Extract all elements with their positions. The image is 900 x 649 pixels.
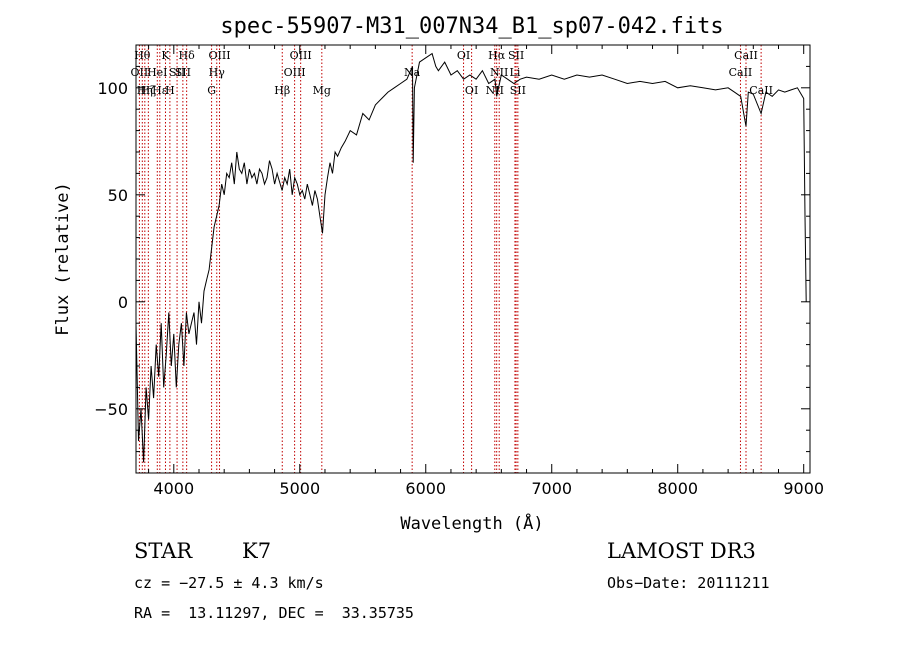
- line-label-5: Hε: [152, 84, 168, 97]
- line-label-17: Mg: [313, 84, 331, 97]
- y-tick-label-3: 100: [97, 79, 128, 98]
- spectrum-series-line: [135, 52, 807, 463]
- line-label-1: Hθ: [134, 49, 151, 62]
- survey-name: LAMOST DR3: [607, 539, 756, 563]
- line-label-16: OIII: [290, 49, 312, 62]
- object-class: STAR: [134, 539, 193, 563]
- y-tick-label-0: −50: [94, 400, 128, 419]
- line-label-4: HeI: [147, 66, 167, 79]
- y-axis-ticks: −50 0 50 100: [94, 65, 810, 453]
- ra-dec-coordinates: RA = 13.11297, DEC = 33.35735: [134, 604, 414, 622]
- line-label-13: OIII: [208, 49, 230, 62]
- line-label-25: SII: [508, 49, 524, 62]
- x-tick-label-1: 5000: [279, 479, 320, 498]
- object-subclass: K7: [242, 539, 272, 563]
- y-tick-label-1: 0: [118, 293, 128, 312]
- line-label-10: Hδ: [179, 49, 196, 62]
- x-tick-label-0: 4000: [153, 479, 194, 498]
- line-label-22: Hα: [488, 49, 506, 62]
- x-tick-label-5: 9000: [783, 479, 824, 498]
- spectral-line-labels: OIIHθHηHζHeIHεKHSIISIIHδGHγOIIIHβOIIIOII…: [131, 49, 773, 97]
- line-label-20: OI: [465, 84, 478, 97]
- y-axis-label: Flux (relative): [53, 182, 73, 336]
- line-label-26: SII: [510, 84, 526, 97]
- line-label-0: OII: [131, 66, 149, 79]
- line-label-6: K: [161, 49, 170, 62]
- x-axis-label: Wavelength (Å): [400, 512, 543, 534]
- line-label-28: CaII: [734, 49, 758, 62]
- y-tick-label-2: 50: [108, 186, 128, 205]
- line-label-7: H: [165, 84, 175, 97]
- line-label-24: Li: [510, 66, 521, 79]
- x-tick-label-2: 6000: [405, 479, 446, 498]
- line-label-9: SII: [175, 66, 191, 79]
- x-axis-ticks: 4000 5000 6000 7000 8000 9000: [148, 45, 824, 498]
- x-tick-label-3: 7000: [531, 479, 572, 498]
- line-label-8: SII: [169, 66, 185, 79]
- line-label-14: Hβ: [274, 84, 290, 97]
- line-label-3: Hζ: [141, 84, 157, 97]
- line-label-11: G: [207, 84, 216, 97]
- line-label-21: NII: [486, 84, 504, 97]
- line-label-27: CaII: [729, 66, 753, 79]
- redshift-cz: cz = −27.5 ± 4.3 km/s: [134, 574, 324, 592]
- observation-date: Obs−Date: 20111211: [607, 574, 770, 592]
- line-label-12: Hγ: [209, 66, 226, 79]
- x-tick-label-4: 8000: [657, 479, 698, 498]
- spectral-line-markers: [138, 45, 762, 473]
- plot-frame: [135, 44, 811, 474]
- chart-title: spec-55907-M31_007N34_B1_sp07-042.fits: [220, 14, 723, 39]
- line-label-15: OIII: [284, 66, 306, 79]
- line-label-2: Hη: [137, 84, 153, 97]
- line-label-23: NII: [490, 66, 508, 79]
- line-label-19: OI: [457, 49, 470, 62]
- line-label-29: CaII: [749, 84, 773, 97]
